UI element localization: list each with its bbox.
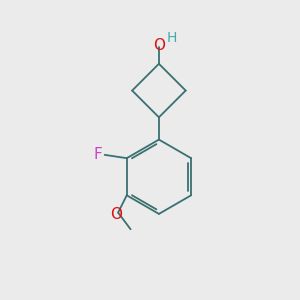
Text: O: O [111, 207, 123, 222]
Text: O: O [153, 38, 165, 53]
Text: H: H [166, 31, 177, 45]
Text: F: F [94, 147, 103, 162]
